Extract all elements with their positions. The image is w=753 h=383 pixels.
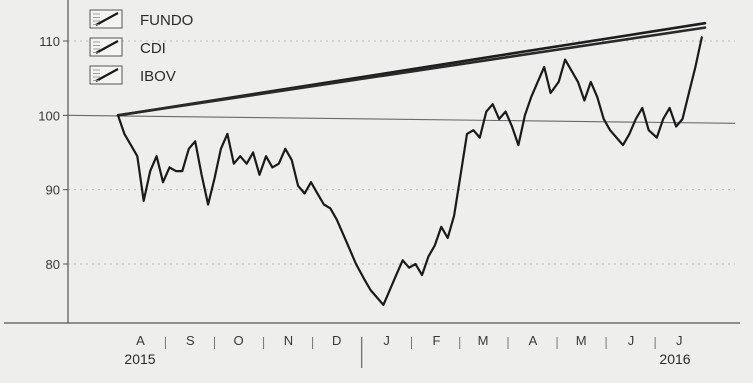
reference-line-100 [67,114,736,124]
x-month-label-3: N [284,333,293,348]
series-line-ibov [116,36,703,306]
x-year-label-0: 2015 [124,351,155,367]
series-lines [116,21,707,306]
y-tick-label-110: 110 [39,34,60,49]
y-axis-ticks: 80 90 100 110 [38,34,68,272]
legend-item-cdi: CDI [89,37,166,57]
reference-lines [67,114,736,124]
y-tick-label-90: 90 [46,183,60,198]
x-month-label-0: A [136,333,145,348]
x-month-label-10: J [628,333,635,348]
x-month-label-2: O [234,333,244,348]
x-month-label-6: F [432,333,440,348]
series-line-cdi [116,26,707,117]
legend-item-fundo: FUNDO [89,9,193,29]
legend-label-ibov: IBOV [140,68,176,85]
x-axis-years: 2015 2016 [124,351,690,367]
x-month-label-7: M [478,333,489,348]
x-month-label-5: J [383,333,390,348]
legend-swatch-line-ibov [95,68,119,82]
legend-label-cdi: CDI [140,40,166,57]
x-month-label-4: D [332,333,341,348]
y-tick-label-100: 100 [38,108,60,123]
legend: FUNDO CDI IBOV [89,9,193,85]
legend-item-ibov: IBOV [89,65,176,85]
y-tick-label-80: 80 [46,257,60,272]
x-year-label-1: 2016 [659,351,690,367]
legend-swatch-line-fundo [95,12,119,26]
x-month-label-8: A [529,333,538,348]
legend-label-fundo: FUNDO [140,12,193,29]
x-month-label-11: J [676,333,683,348]
x-month-label-9: M [576,333,587,348]
x-month-label-1: S [186,333,195,348]
axes [4,0,740,324]
legend-swatch-line-cdi [95,40,119,54]
